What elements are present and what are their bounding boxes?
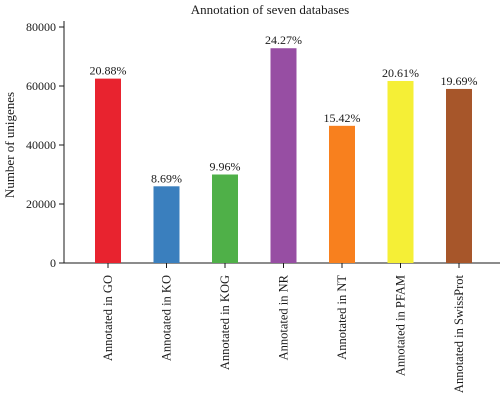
y-tick-label: 20000	[26, 197, 56, 211]
x-tick-label: Annotated in NR	[277, 274, 291, 360]
data-label: 8.69%	[151, 171, 182, 185]
x-tick-label: Annotated in KOG	[218, 275, 232, 370]
data-label: 20.88%	[90, 64, 127, 78]
y-tick-label: 80000	[26, 20, 56, 34]
bar	[95, 78, 121, 263]
bar	[329, 125, 355, 263]
bar	[270, 48, 297, 263]
x-tick-label: Annotated in GO	[101, 275, 115, 361]
data-labels: 20.88% 8.69% 9.96% 24.27% 15.42% 20.61% 19.69%	[90, 33, 478, 185]
bar	[446, 88, 472, 263]
x-tick-label: Annotated in KO	[160, 275, 174, 361]
y-tick-label: 40000	[26, 138, 56, 152]
bar	[387, 80, 414, 263]
x-tick-label: Annotated in NT	[335, 275, 349, 360]
data-label: 24.27%	[265, 33, 302, 47]
chart-title: Annotation of seven databases	[191, 2, 349, 17]
y-tick-label: 60000	[26, 79, 56, 93]
bars	[95, 48, 472, 268]
y-axis-ticks: 0 20000 40000 60000 80000	[26, 20, 64, 270]
x-tick-label: Annotated in PFAM	[394, 275, 408, 376]
data-label: 15.42%	[324, 111, 361, 125]
category-labels: Annotated in GO Annotated in KO Annotated …	[101, 274, 466, 393]
data-label: 9.96%	[210, 160, 241, 174]
y-tick-label: 0	[50, 256, 56, 270]
bar	[212, 174, 238, 263]
bar	[153, 186, 180, 263]
y-axis-label: Number of unigenes	[2, 92, 17, 198]
data-label: 19.69%	[441, 74, 478, 88]
x-tick-label: Annotated in SwissProt	[452, 274, 466, 393]
data-label: 20.61%	[382, 66, 419, 80]
